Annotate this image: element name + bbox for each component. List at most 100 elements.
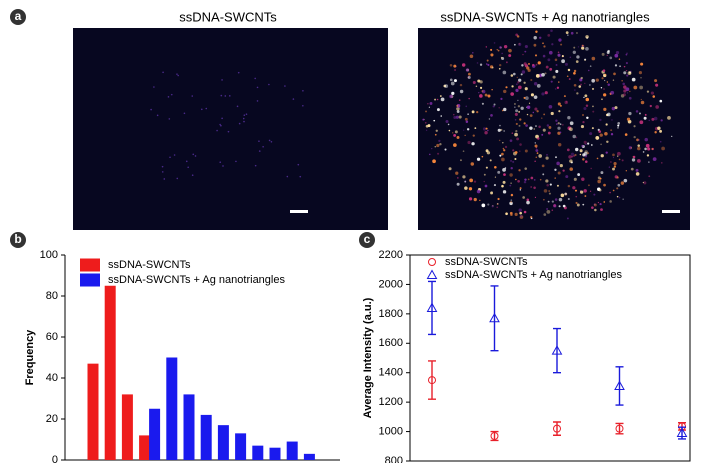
panel-label: a [15, 9, 22, 23]
speckle [533, 43, 537, 47]
micrograph [73, 28, 388, 230]
speckle [284, 85, 286, 87]
error-bar [428, 360, 436, 400]
speckle [618, 58, 621, 60]
speckle [491, 89, 493, 91]
speckle [453, 115, 457, 119]
speckle [585, 47, 589, 51]
speckle [544, 91, 548, 95]
speckle [221, 117, 223, 120]
speckle [245, 113, 248, 115]
speckle [524, 50, 527, 53]
speckle [562, 204, 566, 208]
point [490, 431, 499, 440]
speckle [608, 166, 610, 168]
speckle [622, 198, 624, 200]
speckle [545, 156, 549, 160]
speckle [487, 203, 490, 206]
speckle [469, 178, 474, 183]
speckle [613, 162, 617, 166]
speckle [548, 190, 550, 192]
speckle [559, 123, 562, 125]
speckle [613, 72, 616, 76]
speckle [440, 115, 443, 117]
speckle [518, 124, 521, 127]
y-tick-label: 1800 [379, 308, 403, 320]
speckle [532, 111, 535, 114]
speckle [459, 83, 463, 87]
speckle [615, 51, 620, 55]
speckle [595, 78, 599, 82]
speckle [572, 186, 576, 190]
y-tick-label: 60 [46, 331, 58, 343]
speckle [256, 86, 259, 89]
speckle [425, 124, 429, 128]
speckle [582, 158, 585, 161]
speckle [566, 75, 569, 78]
panel-label: b [14, 232, 21, 246]
speckle [517, 81, 520, 84]
speckle [503, 149, 506, 152]
speckle [524, 149, 528, 153]
speckle [517, 85, 522, 90]
speckle [556, 184, 559, 187]
speckle [444, 148, 447, 151]
speckle [657, 126, 661, 130]
bar [252, 445, 264, 460]
speckle [457, 177, 459, 179]
error-bar [428, 280, 436, 336]
speckle [463, 129, 465, 131]
speckle [553, 204, 557, 208]
speckle [650, 91, 654, 95]
speckle [499, 46, 502, 49]
speckle [451, 132, 454, 134]
speckle [461, 63, 466, 67]
speckle [535, 156, 538, 158]
speckle [490, 114, 493, 117]
speckle [497, 197, 500, 201]
legend-swatch [80, 258, 100, 272]
point [676, 427, 688, 438]
speckle [220, 94, 223, 97]
speckle [503, 89, 507, 94]
speckle [554, 58, 558, 62]
speckle [555, 156, 557, 159]
speckle [498, 107, 500, 109]
speckle [604, 79, 606, 82]
speckle [526, 105, 531, 110]
speckle [616, 187, 619, 190]
speckle [584, 195, 587, 197]
speckle [270, 141, 273, 143]
speckle [256, 100, 259, 102]
speckle [631, 158, 636, 162]
speckle [599, 133, 603, 137]
bar [183, 394, 195, 460]
speckle [439, 95, 442, 97]
speckle [532, 63, 535, 67]
speckle [517, 179, 520, 183]
y-tick-label: 20 [46, 413, 58, 425]
speckle [302, 104, 304, 107]
speckle [565, 175, 569, 179]
speckle [529, 114, 533, 118]
speckle [445, 120, 449, 124]
speckle [522, 196, 525, 199]
speckle [557, 122, 560, 125]
speckle [453, 133, 457, 137]
speckle [542, 42, 544, 45]
speckle [530, 93, 534, 97]
speckle [547, 200, 550, 203]
speckle [456, 182, 460, 186]
speckle [623, 71, 627, 75]
speckle [655, 105, 659, 109]
speckle [526, 198, 530, 202]
speckle [642, 151, 645, 153]
bar [121, 394, 133, 460]
legend-label: ssDNA-SWCNTs + Ag nanotriangles [445, 269, 622, 281]
speckle [522, 53, 524, 56]
legend-marker [428, 258, 436, 266]
speckle [468, 187, 473, 191]
speckle [219, 161, 222, 164]
speckle [497, 203, 499, 205]
speckle [523, 122, 526, 125]
